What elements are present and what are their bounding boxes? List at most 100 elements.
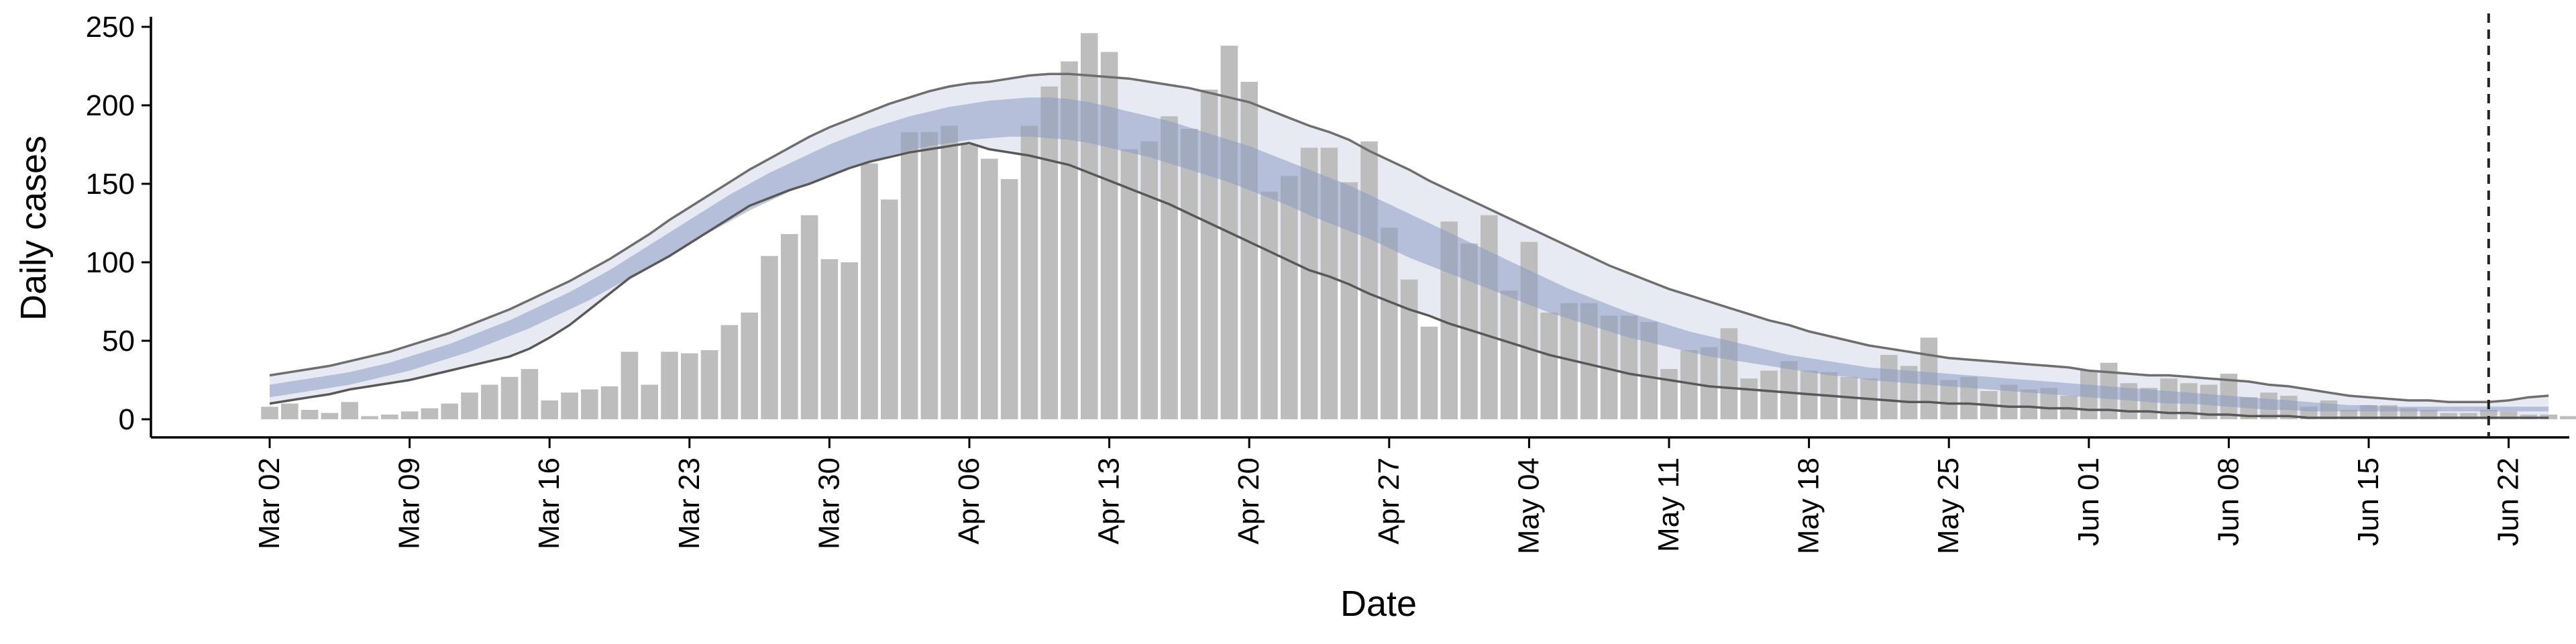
upper-bound-line xyxy=(269,72,2549,404)
bar xyxy=(481,384,498,419)
bar xyxy=(600,386,619,419)
x-tick-label: Apr 06 xyxy=(953,458,985,545)
bar xyxy=(2560,416,2576,419)
bar xyxy=(700,350,718,419)
lower-bound-line xyxy=(269,142,2549,419)
x-tick-label: Jun 08 xyxy=(2212,458,2245,546)
y-axis-title: Daily cases xyxy=(13,136,54,321)
bar xyxy=(421,408,439,419)
bar xyxy=(521,369,539,419)
bar xyxy=(1381,227,1398,419)
bar xyxy=(1120,149,1138,419)
bar xyxy=(961,144,978,419)
x-tick-label: Mar 16 xyxy=(533,458,566,549)
bar xyxy=(1260,191,1278,419)
x-tick-label: Mar 30 xyxy=(812,458,845,549)
bar xyxy=(1700,347,1718,419)
bar xyxy=(800,215,818,419)
x-tick-label: May 04 xyxy=(1512,458,1545,554)
x-tick-label: Jun 22 xyxy=(2492,458,2525,546)
x-axis-title: Date xyxy=(1340,584,1417,624)
bar xyxy=(1181,129,1198,419)
x-tick-label: May 11 xyxy=(1652,458,1685,552)
y-tick-label: 250 xyxy=(86,11,135,44)
bar xyxy=(920,131,938,420)
x-tick-label: Apr 13 xyxy=(1093,458,1126,545)
bar xyxy=(561,392,578,419)
bar xyxy=(1420,326,1438,419)
bar xyxy=(1161,116,1178,419)
bar xyxy=(761,256,778,419)
x-tick-label: Mar 09 xyxy=(393,458,426,549)
bar xyxy=(681,353,698,419)
inner-band-area xyxy=(270,97,2549,412)
bar xyxy=(1020,125,1038,419)
bar xyxy=(1500,290,1518,419)
y-tick-label: 50 xyxy=(102,325,135,358)
y-tick-label: 0 xyxy=(119,403,135,436)
bar xyxy=(1400,279,1418,419)
x-tick-label: May 25 xyxy=(1932,458,1965,554)
bar xyxy=(621,352,639,419)
bar xyxy=(1740,378,1758,419)
bar xyxy=(1000,179,1018,419)
bar xyxy=(1880,355,1898,419)
bar xyxy=(720,325,739,419)
axes xyxy=(150,17,2569,439)
x-tick-label: Apr 20 xyxy=(1232,458,1265,545)
x-tick-label: May 18 xyxy=(1792,458,1825,554)
bar xyxy=(941,125,958,419)
bar xyxy=(581,389,598,419)
bar xyxy=(1360,141,1378,420)
bar xyxy=(500,376,519,419)
bar xyxy=(1081,33,1098,419)
bar xyxy=(2460,413,2477,419)
bar xyxy=(2020,389,2038,419)
bar xyxy=(1540,312,1558,419)
y-tick-label: 100 xyxy=(86,246,135,279)
bar xyxy=(1140,141,1158,420)
bar xyxy=(2440,413,2457,419)
x-tick-label: Jun 01 xyxy=(2072,458,2105,546)
bar xyxy=(441,403,458,419)
bar xyxy=(981,158,998,419)
bar xyxy=(661,352,678,419)
bar xyxy=(381,415,398,419)
bar xyxy=(261,407,278,419)
bar xyxy=(820,259,839,419)
x-axis-ticks: Mar 02 Mar 09 Mar 16 Mar 23 Mar 30 Apr 06 Apr … xyxy=(253,437,2525,554)
bar xyxy=(900,131,918,420)
bar xyxy=(1240,81,1258,420)
bar xyxy=(2500,411,2518,419)
bar xyxy=(341,402,358,419)
bar xyxy=(781,233,798,419)
bar xyxy=(281,403,299,419)
bar xyxy=(301,410,319,419)
bar xyxy=(541,400,558,419)
x-tick-label: Jun 15 xyxy=(2352,458,2385,546)
bar xyxy=(461,392,478,419)
bar xyxy=(361,416,378,419)
bar xyxy=(321,413,339,419)
x-tick-label: Apr 27 xyxy=(1373,458,1405,545)
bar xyxy=(1481,215,1498,419)
bar xyxy=(1040,86,1058,419)
bar xyxy=(741,312,758,419)
y-tick-label: 200 xyxy=(86,89,135,122)
bar xyxy=(641,384,658,419)
bar xyxy=(400,411,419,419)
bar xyxy=(881,199,898,419)
y-axis-ticks: 0 50 100 150 200 250 xyxy=(86,11,151,436)
inner-prediction-band xyxy=(270,97,2549,412)
bar xyxy=(1660,369,1678,419)
x-tick-label: Mar 23 xyxy=(673,458,706,549)
bar xyxy=(861,163,878,419)
bar xyxy=(841,262,858,419)
x-tick-label: Mar 02 xyxy=(253,458,286,549)
bar xyxy=(1780,361,1798,419)
band-boundary-lines xyxy=(269,72,2549,419)
bar xyxy=(1760,370,1778,419)
y-tick-label: 150 xyxy=(86,168,135,201)
